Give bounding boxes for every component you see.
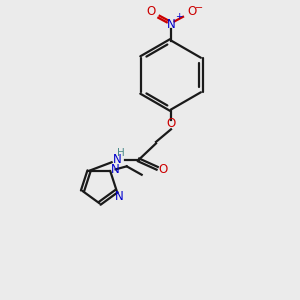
Text: O: O [167, 117, 176, 130]
Text: O: O [159, 163, 168, 176]
Text: O: O [146, 5, 155, 18]
Text: −: − [195, 3, 203, 13]
Text: N: N [167, 18, 176, 32]
Text: +: + [176, 12, 183, 21]
Text: O: O [188, 5, 196, 18]
Text: N: N [111, 163, 120, 176]
Text: N: N [112, 153, 122, 167]
Text: N: N [115, 190, 124, 203]
Text: H: H [117, 148, 125, 158]
